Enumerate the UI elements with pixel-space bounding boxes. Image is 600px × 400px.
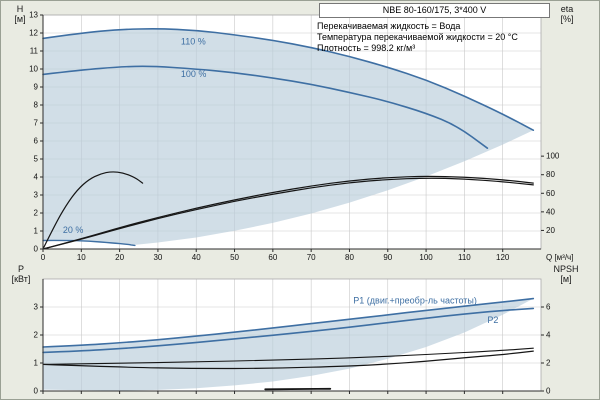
x-tick-label: 20: [115, 253, 124, 262]
p-axis-label: P [кВт]: [5, 264, 37, 284]
p-axis-label-line2: [кВт]: [11, 274, 31, 284]
eta-total-curve: [42, 175, 534, 250]
y-left-tick-label: 0: [34, 245, 39, 254]
y-left-tick-label: 3: [34, 191, 39, 200]
y-left-tick-label: 2: [34, 209, 39, 218]
eta-axis-label: eta [%]: [549, 4, 585, 24]
x-tick-label: 90: [383, 253, 392, 262]
annotation-p2: P2: [487, 315, 498, 325]
y-left-tick-label: 4: [34, 173, 39, 182]
y-right-tick-label: 4: [546, 331, 551, 340]
x-tick-label: 50: [230, 253, 239, 262]
x-tick-label: 0: [41, 253, 46, 262]
y-left-tick-label: 7: [34, 119, 39, 128]
x-tick-label: 30: [153, 253, 162, 262]
p-axis-label-line1: P: [17, 264, 24, 274]
y-right-tick-label: 40: [546, 207, 555, 216]
hq-chart: 0 10 20 30 40 50 60 70 80 90 100 110 120 Q [м³/ч]0123…: [29, 11, 573, 263]
info-line-density: Плотность = 998.2 кг/м³: [317, 43, 416, 53]
eta-axis-label-line2: [%]: [560, 14, 574, 24]
p-shaft-curve: [42, 347, 534, 365]
p-min-speed-curve: [264, 387, 332, 391]
annotation-110-: 110 %: [181, 37, 206, 47]
npsh-axis-label-line1: NPSH: [553, 264, 579, 274]
p1-curve: [42, 297, 535, 348]
x-tick-label: 110: [458, 253, 471, 262]
liquid-info-block: Перекачиваемая жидкость = Вода Температу…: [317, 21, 518, 54]
x-tick-label: 60: [268, 253, 277, 262]
y-right-tick-label: 6: [546, 303, 551, 312]
info-line-liquid: Перекачиваемая жидкость = Вода: [317, 21, 461, 31]
x-tick-label: 80: [345, 253, 354, 262]
eta-axis-label-line1: eta: [560, 4, 574, 14]
power-npsh-chart: 0 1 2 3 0 2 4 6 P1 (двиг.+преобр-ль частоты) P2: [34, 278, 551, 396]
speed-110-curve: [42, 28, 535, 131]
info-line-temperature: Температура перекачиваемой жидкости = 20…: [317, 32, 518, 42]
y-left-tick-label: 11: [30, 47, 39, 56]
h-axis-label-line1: H: [16, 4, 24, 14]
pump-title-box: NBE 80-160/175, 3*400 V: [319, 3, 550, 18]
y-left-tick-label: 3: [34, 303, 39, 312]
p2-curve: [42, 307, 535, 354]
x-tick-label: 120: [496, 253, 510, 262]
y-left-tick-label: 13: [29, 11, 38, 20]
h-axis-label: H [м]: [7, 4, 33, 24]
h-axis-label-line2: [м]: [14, 14, 26, 24]
npsh-axis-label: NPSH [м]: [543, 264, 589, 284]
y-right-tick-label: 100: [546, 152, 560, 161]
y-right-tick-label: 0: [546, 387, 551, 396]
y-right-tick-label: 2: [546, 359, 551, 368]
y-right-tick-label: 80: [546, 170, 555, 179]
x-tick-label: 40: [192, 253, 201, 262]
x-tick-label: 100: [419, 253, 433, 262]
q-axis-unit-label: Q [м³/ч]: [546, 253, 573, 262]
eta-pump-curve: [42, 177, 534, 250]
annotation-100-: 100 %: [181, 69, 207, 79]
npsh-axis-label-line2: [м]: [560, 274, 572, 284]
x-tick-label: 10: [77, 253, 86, 262]
y-left-tick-label: 6: [34, 137, 39, 146]
y-left-tick-label: 10: [29, 65, 38, 74]
annotation-20-: 20 %: [63, 225, 84, 235]
y-left-tick-label: 9: [34, 83, 39, 92]
y-left-tick-label: 8: [34, 101, 39, 110]
y-left-tick-label: 12: [29, 29, 38, 38]
y-left-tick-label: 2: [34, 331, 39, 340]
x-tick-label: 70: [307, 253, 316, 262]
hq-operating-envelope: [43, 28, 534, 245]
eta-low-speed-curve: [42, 171, 144, 250]
speed-20-curve: [42, 239, 136, 247]
y-left-tick-label: 1: [34, 359, 39, 368]
y-left-tick-label: 5: [34, 155, 39, 164]
speed-100-curve: [42, 65, 489, 149]
annotation-p1-двиг-преобр-ль-частоты-: P1 (двиг.+преобр-ль частоты): [353, 295, 477, 305]
y-left-tick-label: 0: [34, 387, 39, 396]
y-right-tick-label: 60: [546, 189, 555, 198]
y-left-tick-label: 1: [34, 227, 39, 236]
npsh-curve: [42, 350, 534, 370]
y-right-tick-label: 20: [546, 226, 555, 235]
